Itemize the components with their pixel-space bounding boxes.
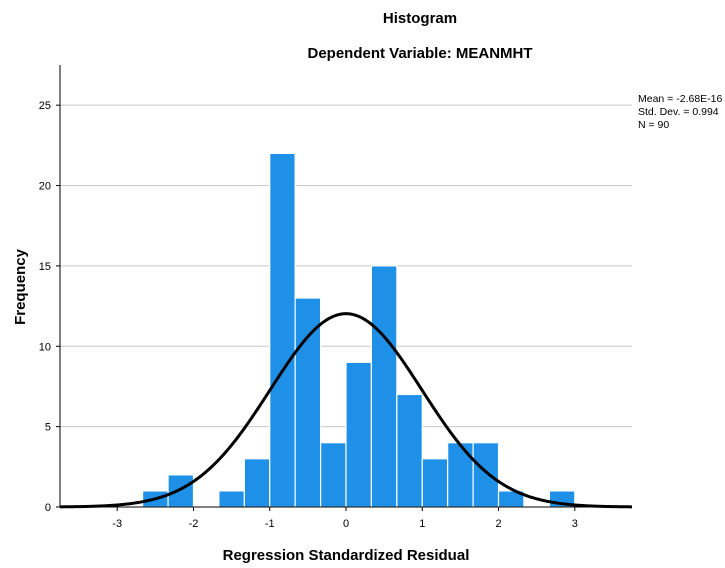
x-tick-label--2: -2 — [189, 518, 199, 530]
y-axis-title: Frequency — [12, 248, 29, 325]
grid-lines — [60, 104, 632, 428]
axes — [56, 65, 632, 511]
x-tick-label-2: 2 — [495, 518, 501, 530]
x-tick-label--3: -3 — [112, 518, 122, 530]
histogram-bar-10 — [396, 393, 423, 508]
chart-title: Histogram — [383, 10, 457, 27]
x-tick-label-0: 0 — [343, 518, 349, 530]
histogram-bar-13 — [472, 442, 500, 508]
histogram-bar-3 — [218, 490, 245, 508]
chart-subtitle: Dependent Variable: MEANMHT — [307, 45, 532, 62]
stats-n: N = 90 — [638, 119, 669, 131]
histogram-bar-1 — [167, 474, 195, 508]
y-tick-label-20: 20 — [39, 181, 51, 193]
y-tick-label-10: 10 — [39, 341, 51, 353]
histogram-bar-8 — [345, 361, 372, 508]
y-tick-label-0: 0 — [45, 502, 51, 514]
histogram-bar-9 — [370, 265, 398, 508]
histogram-bar-7 — [320, 442, 347, 508]
stats-mean: Mean = -2.68E-16 — [638, 93, 723, 105]
histogram-bars — [141, 152, 576, 508]
y-tick-label-25: 25 — [39, 100, 51, 112]
y-tick-label-15: 15 — [39, 261, 51, 273]
x-axis-title: Regression Standardized Residual — [223, 547, 470, 564]
x-tick-label-1: 1 — [419, 518, 425, 530]
histogram-bar-5 — [269, 152, 296, 508]
normal-distribution-curve — [59, 312, 633, 509]
histogram-bar-11 — [421, 458, 449, 508]
normal-curve — [59, 312, 633, 509]
x-tick-label-3: 3 — [572, 518, 578, 530]
histogram-bar-4 — [243, 458, 271, 508]
tick-labels: 0 5 10 15 20 25 -3 -2 -1 0 1 2 3 — [39, 100, 578, 530]
x-tick-label--1: -1 — [265, 518, 275, 530]
histogram-bar-12 — [447, 442, 474, 508]
histogram-bar-6 — [294, 297, 322, 508]
y-tick-label-5: 5 — [45, 422, 51, 434]
stats-std-dev: Std. Dev. = 0.994 — [638, 106, 719, 118]
